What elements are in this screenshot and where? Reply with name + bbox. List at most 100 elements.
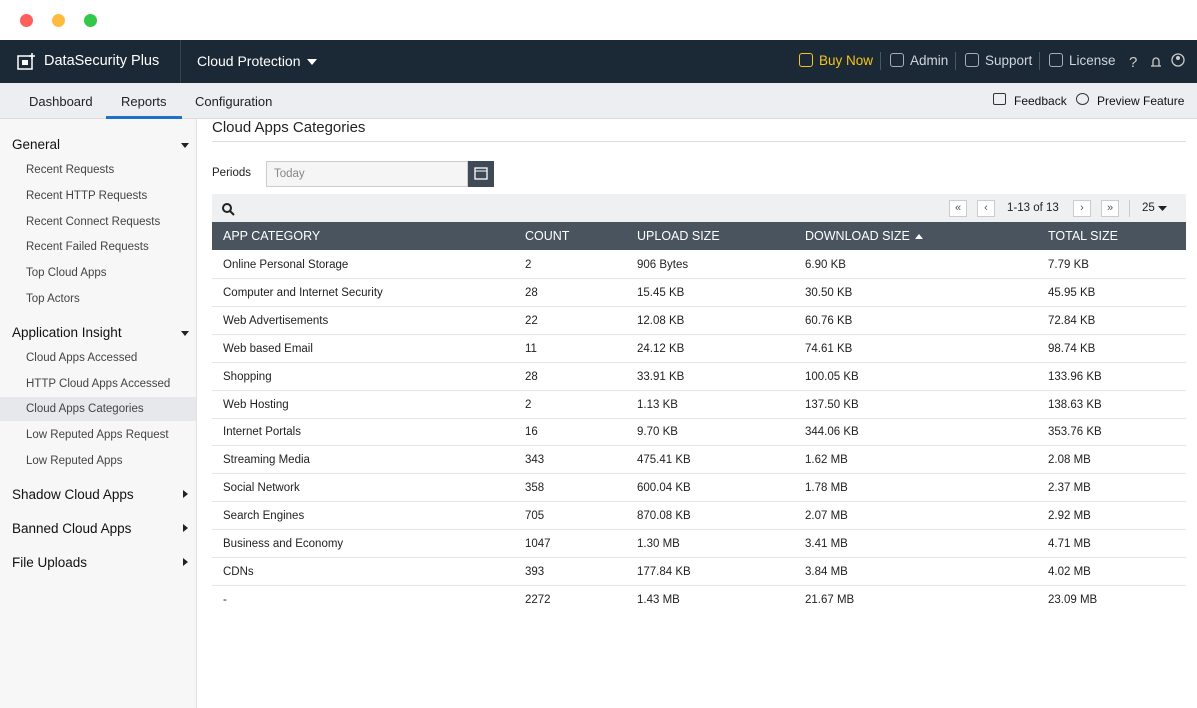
- sidebar-item[interactable]: Recent HTTP Requests: [26, 189, 148, 202]
- header-icons[interactable]: ?: [1127, 52, 1197, 72]
- table-cell: 6.90 KB: [805, 259, 846, 271]
- dropdown-arrow[interactable]: [307, 58, 317, 66]
- close-dot[interactable]: [20, 14, 33, 27]
- table-cell: Web Hosting: [223, 398, 289, 411]
- table-cell: 2.92 MB: [1048, 510, 1091, 523]
- table-cell: 4.71 MB: [1048, 538, 1091, 550]
- table-cell: 2.08 MB: [1048, 454, 1091, 467]
- table-cell: Shopping: [223, 370, 272, 383]
- sidebar-item[interactable]: Top Cloud Apps: [26, 267, 107, 280]
- column-header[interactable]: DOWNLOAD SIZE: [805, 229, 910, 243]
- sidebar-item[interactable]: Low Reputed Apps Request: [26, 429, 169, 442]
- group-arrow[interactable]: [181, 143, 189, 148]
- sidebar-group[interactable]: Shadow Cloud Apps: [12, 486, 134, 502]
- column-header[interactable]: TOTAL SIZE: [1048, 229, 1118, 243]
- sort-arrow[interactable]: [915, 234, 923, 239]
- last-page[interactable]: »: [1101, 200, 1119, 217]
- top-nav-item[interactable]: Support: [985, 53, 1033, 68]
- table-cell: 2.07 MB: [805, 510, 848, 523]
- period-label: Periods: [212, 167, 251, 179]
- table-cell: 393: [525, 565, 545, 578]
- group-arrow[interactable]: [183, 523, 188, 532]
- table-cell: 870.08 KB: [637, 510, 691, 523]
- page-title: Cloud Apps Categories: [212, 119, 366, 136]
- table-cell: 1.30 MB: [637, 538, 680, 550]
- table-cell: 15.45 KB: [637, 286, 685, 299]
- calendar-button[interactable]: [468, 161, 494, 187]
- table-cell: Web Advertisements: [223, 314, 329, 327]
- sidebar-group[interactable]: General: [12, 137, 61, 152]
- tab-action[interactable]: Preview Feature: [1097, 94, 1185, 108]
- sidebar-item[interactable]: Cloud Apps Accessed: [26, 351, 138, 364]
- sidebar-group[interactable]: Banned Cloud Apps: [12, 520, 132, 536]
- group-arrow[interactable]: [181, 330, 189, 336]
- pagination-info: 1-13 of 13: [1007, 202, 1059, 214]
- table-cell: Social Network: [223, 482, 300, 495]
- table-cell: 2: [525, 398, 532, 411]
- app-name[interactable]: DataSecurity Plus: [44, 53, 160, 69]
- top-nav-item[interactable]: Admin: [910, 53, 949, 68]
- group-arrow[interactable]: [183, 557, 188, 566]
- search-icon[interactable]: [221, 201, 237, 217]
- table-cell: Streaming Media: [223, 454, 310, 467]
- group-arrow[interactable]: [183, 489, 188, 498]
- top-nav-icon[interactable]: [965, 53, 979, 67]
- table-cell: Internet Portals: [223, 426, 301, 439]
- table-cell: 2272: [525, 593, 551, 606]
- top-nav-icon[interactable]: [890, 53, 904, 67]
- table-cell: Search Engines: [223, 510, 305, 523]
- next-page[interactable]: ›: [1073, 200, 1091, 217]
- table-cell: 1047: [525, 538, 551, 550]
- table-cell: 11: [525, 342, 537, 355]
- sidebar-item[interactable]: Low Reputed Apps: [26, 455, 123, 467]
- tab-bar: Dashboard Reports Configuration Feedback Pre…: [0, 83, 1197, 119]
- table-cell: CDNs: [223, 565, 254, 578]
- table-cell: Web based Email: [223, 342, 313, 355]
- table-cell: 177.84 KB: [637, 565, 691, 578]
- tab-action-icon[interactable]: [993, 93, 1006, 105]
- logo-icon: [17, 53, 35, 70]
- top-nav-item[interactable]: Buy Now: [819, 53, 874, 68]
- table-cell: 74.61 KB: [805, 342, 853, 355]
- row-divider: [212, 557, 1186, 558]
- table-cell: 23.09 MB: [1048, 593, 1098, 606]
- sidebar-item[interactable]: Recent Failed Requests: [26, 241, 149, 254]
- period-input[interactable]: Today: [266, 161, 468, 187]
- minimize-dot[interactable]: [52, 14, 65, 27]
- page-size-arrow[interactable]: [1158, 206, 1167, 212]
- sidebar-item[interactable]: HTTP Cloud Apps Accessed: [26, 377, 171, 390]
- tab-action[interactable]: Feedback: [1014, 94, 1067, 108]
- sidebar-item[interactable]: Recent Requests: [26, 164, 115, 176]
- page-size[interactable]: 25: [1142, 202, 1155, 214]
- prev-page[interactable]: ‹: [977, 200, 995, 217]
- table-cell: 133.96 KB: [1048, 370, 1102, 383]
- table-cell: 343: [525, 454, 545, 467]
- column-header[interactable]: UPLOAD SIZE: [637, 229, 720, 243]
- row-divider: [212, 501, 1186, 503]
- column-header[interactable]: COUNT: [525, 229, 570, 243]
- tab[interactable]: Reports: [121, 94, 167, 109]
- top-nav-icon[interactable]: [1049, 53, 1063, 67]
- table-toolbar: [212, 194, 1186, 222]
- sidebar-item[interactable]: Cloud Apps Categories: [26, 403, 144, 416]
- tab-action-icon[interactable]: [1076, 93, 1089, 105]
- module-selector[interactable]: Cloud Protection: [197, 53, 301, 69]
- sidebar-group[interactable]: File Uploads: [12, 554, 88, 570]
- table-cell: 22: [525, 314, 538, 327]
- sidebar-group[interactable]: Application Insight: [12, 324, 122, 340]
- top-nav-item[interactable]: License: [1069, 53, 1116, 68]
- column-header[interactable]: APP CATEGORY: [223, 229, 321, 243]
- sidebar-item[interactable]: Recent Connect Requests: [26, 215, 161, 228]
- table-cell: -: [223, 593, 227, 606]
- first-page[interactable]: «: [949, 200, 967, 217]
- table-cell: 906 Bytes: [637, 259, 689, 271]
- tab[interactable]: Dashboard: [29, 94, 93, 109]
- table-cell: 353.76 KB: [1048, 426, 1102, 439]
- table-cell: 9.70 KB: [637, 426, 678, 439]
- top-nav-icon[interactable]: [799, 53, 813, 67]
- sidebar-item[interactable]: Top Actors: [26, 293, 80, 305]
- row-divider: [212, 445, 1186, 447]
- tab[interactable]: Configuration: [195, 94, 273, 109]
- zoom-dot[interactable]: [84, 14, 97, 27]
